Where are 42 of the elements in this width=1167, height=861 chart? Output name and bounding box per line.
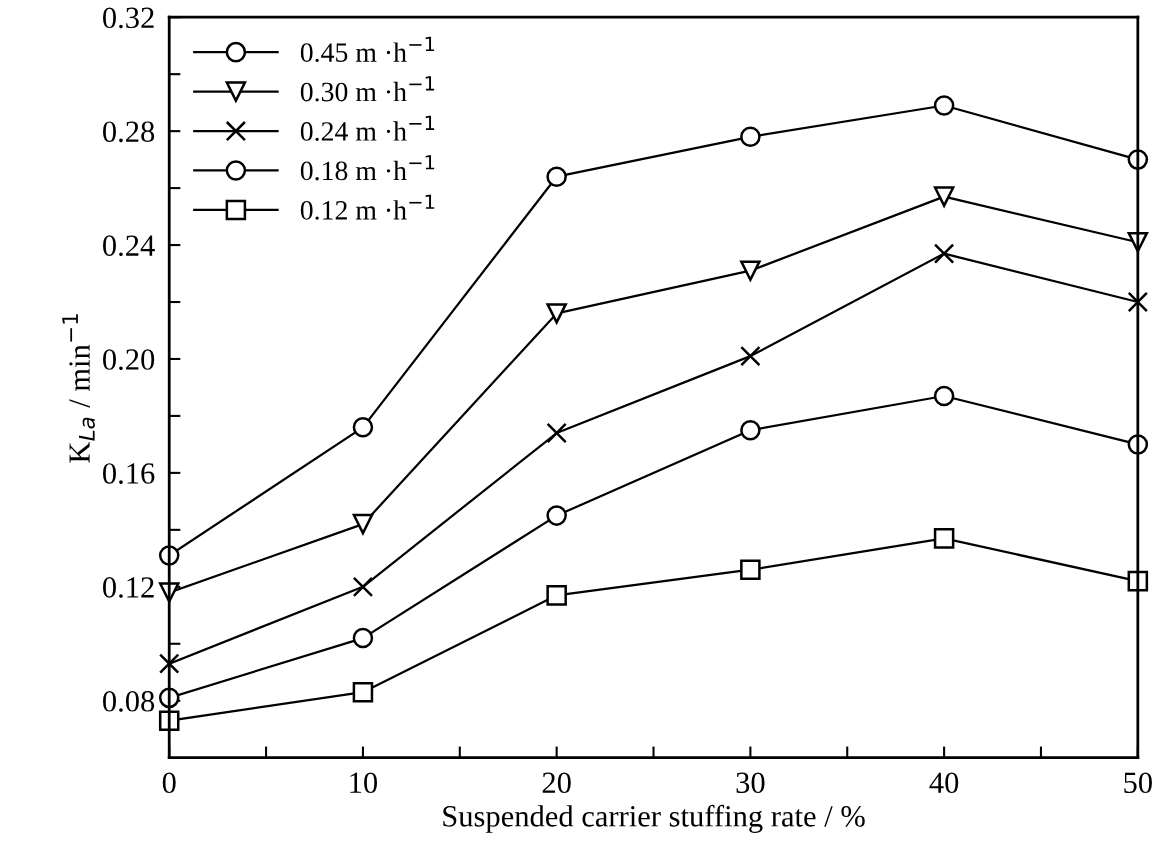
legend-label: 0.24 m ·h$^{−1}$ — [300, 115, 435, 141]
point — [546, 505, 567, 526]
x-axis-title: Suspended carrier stuffing rate / % — [443, 804, 865, 833]
y-tick-label: 0.20 — [103, 349, 155, 371]
point — [352, 576, 374, 598]
y-tick-label: 0.24 — [103, 235, 155, 257]
x-tick-label: 10 — [350, 772, 378, 794]
point — [933, 95, 955, 116]
y-tick-label: 0.32 — [103, 7, 154, 29]
point — [546, 303, 567, 324]
x-tick-label: 0 — [162, 772, 176, 794]
point — [546, 585, 567, 606]
point — [740, 126, 761, 148]
y-axis-title: K$_{La}$ / min$^{−1}$ — [62, 314, 95, 463]
point — [740, 559, 761, 580]
x-tick-label: 50 — [1124, 772, 1152, 794]
y-tick-label: 0.16 — [103, 463, 155, 484]
y-tick-label: 0.28 — [103, 121, 155, 143]
y-tick-label: 0.12 — [103, 577, 154, 598]
x-tick-label: 40 — [929, 772, 959, 794]
legend-label: 0.18 m ·h$^{−1}$ — [300, 155, 435, 181]
point — [158, 653, 180, 674]
point — [740, 345, 761, 367]
point — [1127, 291, 1149, 313]
x-tick-label: 30 — [736, 772, 765, 794]
point — [352, 513, 374, 535]
point — [546, 166, 567, 187]
point — [352, 681, 374, 703]
point — [933, 385, 955, 407]
point — [740, 260, 761, 281]
legend-label: 0.30 m ·h$^{−1}$ — [300, 76, 435, 102]
legend-label: 0.12 m ·h$^{−1}$ — [300, 194, 435, 220]
legend-label: 0.45 m ·h$^{−1}$ — [300, 36, 435, 63]
y-tick-label: 0.08 — [103, 691, 155, 712]
point — [933, 243, 955, 264]
point — [933, 186, 955, 207]
point — [933, 528, 955, 549]
point — [352, 417, 374, 438]
point — [352, 627, 374, 649]
x-tick-label: 20 — [542, 772, 571, 794]
point — [740, 419, 761, 441]
point — [546, 422, 567, 444]
